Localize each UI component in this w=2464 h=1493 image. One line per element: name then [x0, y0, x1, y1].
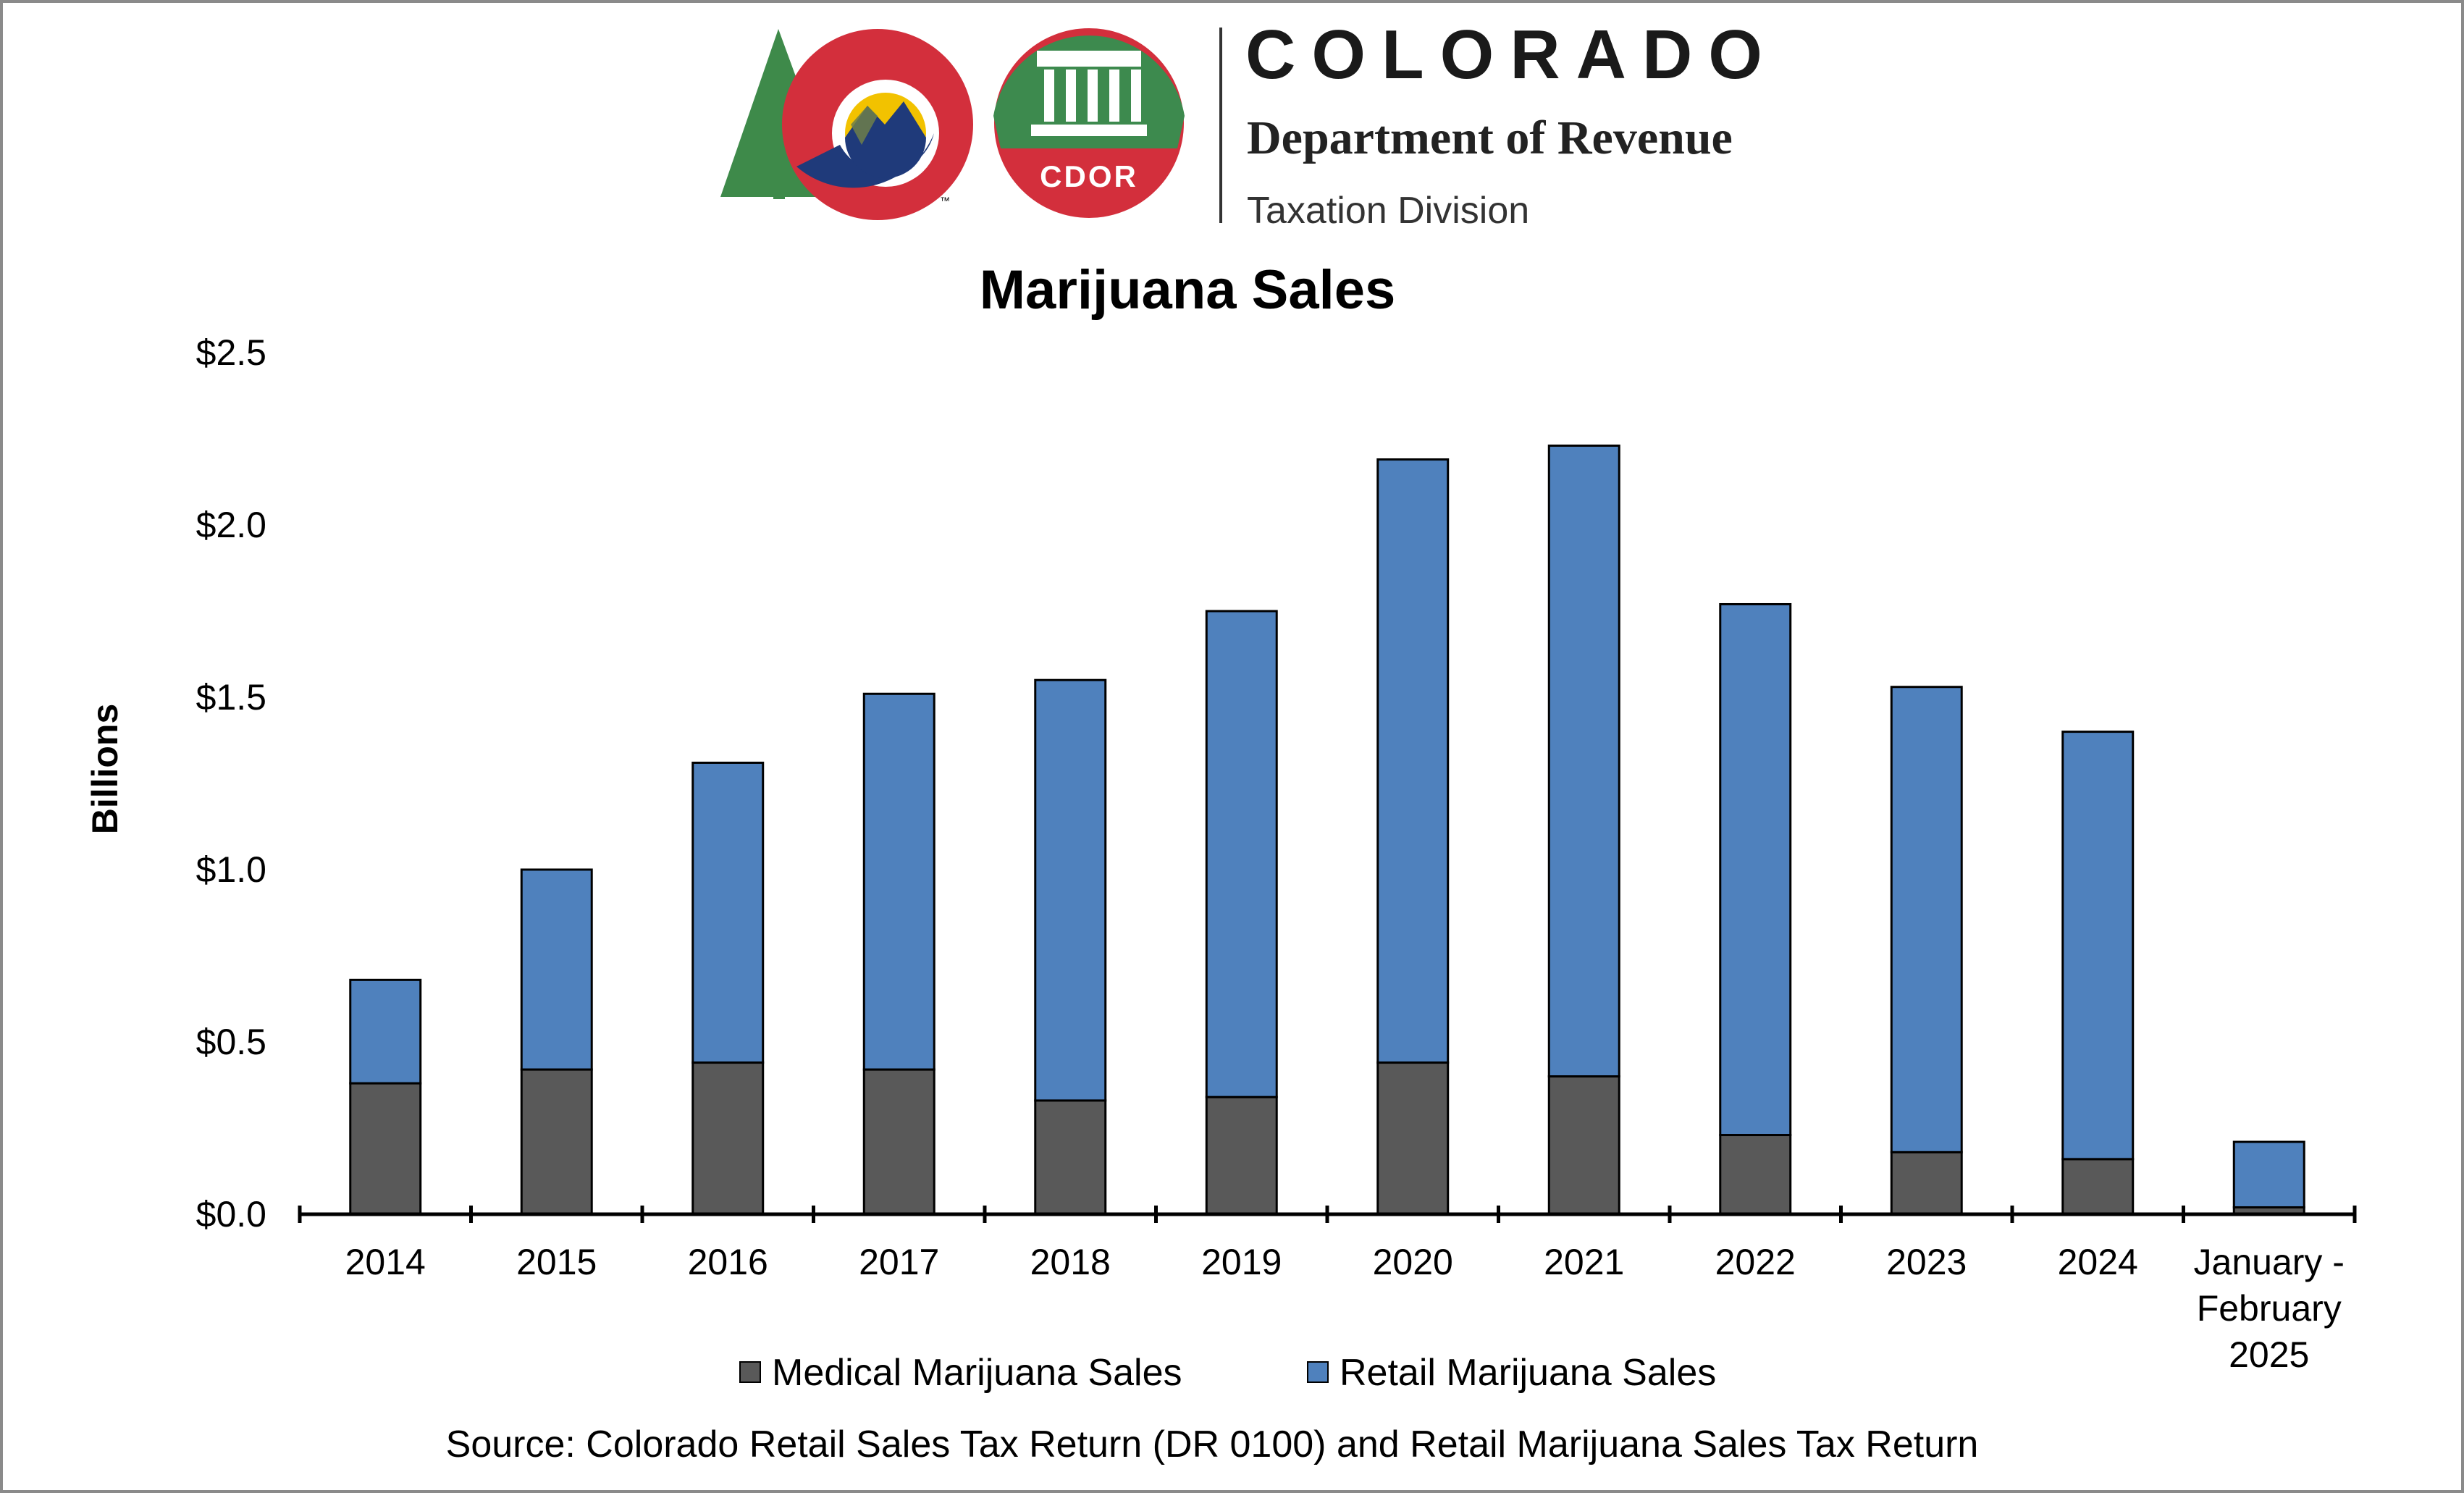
department-name: Department of Revenue [1247, 112, 1733, 164]
y-tick-label: $0.5 [196, 1022, 266, 1062]
bar-retail [520, 868, 593, 1071]
bar-medical [2061, 1158, 2135, 1216]
bar-retail [691, 761, 765, 1064]
bar-medical [1034, 1099, 1107, 1216]
y-tick-label: $1.5 [196, 677, 266, 718]
bar-retail [2061, 731, 2135, 1161]
cdor-badge-text: CDOR [1040, 159, 1138, 193]
bar-medical [349, 1082, 422, 1216]
y-axis-ticks: $0.0 $0.5 $1.0 $1.5 $2.0 $2.5 [196, 332, 266, 1235]
bar-retail [1376, 458, 1450, 1064]
bar-medical [1376, 1061, 1450, 1216]
trademark-text: ™ [940, 195, 950, 206]
bar-medical [1547, 1075, 1620, 1216]
bar-retail [349, 978, 422, 1085]
y-tick-label: $2.0 [196, 505, 266, 545]
y-axis-label: Billions [85, 704, 125, 835]
x-axis-labels: 2014 2015 2016 2017 2018 2019 2020 2021 2022 2023… [345, 1242, 2345, 1375]
x-tick-label: 2018 [1030, 1242, 1111, 1282]
legend-swatch-medical [739, 1361, 761, 1383]
bar-medical [520, 1068, 593, 1216]
bar-medical [1890, 1151, 1963, 1216]
legend-label-retail: Retail Marijuana Sales [1340, 1352, 1716, 1394]
x-tick-label: 2024 [2058, 1242, 2138, 1282]
chart-title: Marijuana Sales [980, 259, 1396, 321]
y-tick-label: $0.0 [196, 1194, 266, 1235]
y-tick-label: $1.0 [196, 849, 266, 890]
x-tick-label: 2020 [1373, 1242, 1453, 1282]
bar-retail [862, 692, 935, 1071]
bar-medical [1719, 1134, 1792, 1216]
x-tick-label: January -February 2025 [2194, 1242, 2345, 1375]
bar-medical [1205, 1095, 1278, 1216]
source-note: Source: Colorado Retail Sales Tax Return… [446, 1423, 1979, 1465]
colorado-logo: ™ [720, 29, 973, 220]
bar-medical [862, 1068, 935, 1216]
bar-retail [1034, 678, 1107, 1102]
x-tick-label: 2016 [688, 1242, 768, 1282]
x-tick-label: 2022 [1715, 1242, 1796, 1282]
division-name: Taxation Division [1247, 190, 1529, 232]
x-tick-label: 2019 [1201, 1242, 1282, 1282]
cdor-logo: CDOR [990, 24, 1188, 222]
x-tick-label: 2017 [859, 1242, 939, 1282]
x-axis [298, 1206, 2357, 1223]
building-icon [1037, 51, 1141, 67]
legend-swatch-retail [1307, 1361, 1329, 1383]
x-tick-label: 2015 [516, 1242, 597, 1282]
bar-retail [1719, 602, 1792, 1137]
legend: Medical Marijuana Sales Retail Marijuana… [739, 1352, 1716, 1394]
bar-retail [1890, 686, 1963, 1153]
org-name: COLORADO [1245, 16, 1778, 93]
bar-retail [1205, 610, 1278, 1098]
bar-medical [691, 1061, 765, 1216]
bars [349, 445, 2305, 1216]
x-tick-label: 2014 [345, 1242, 426, 1282]
x-tick-label: 2021 [1544, 1242, 1624, 1282]
legend-label-medical: Medical Marijuana Sales [772, 1352, 1182, 1394]
y-tick-label: $2.5 [196, 332, 266, 373]
bar-retail [1547, 445, 1620, 1078]
x-tick-label: 2023 [1886, 1242, 1967, 1282]
bar-retail [2232, 1140, 2305, 1208]
